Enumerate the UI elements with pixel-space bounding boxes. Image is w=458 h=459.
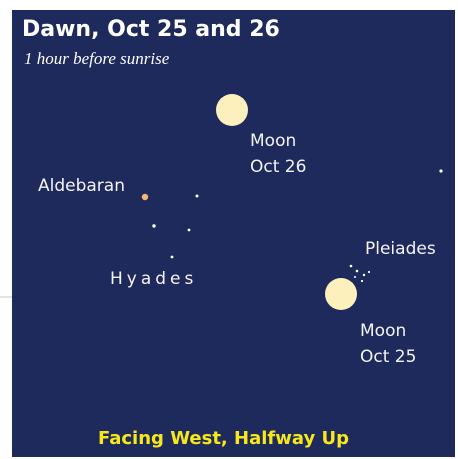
title: Dawn, Oct 25 and 26 bbox=[22, 17, 280, 42]
moon-label: Moon bbox=[360, 321, 406, 341]
moon-date: Oct 26 bbox=[250, 157, 306, 177]
moon bbox=[325, 278, 357, 310]
subtitle: 1 hour before sunrise bbox=[24, 49, 170, 68]
moon bbox=[216, 94, 248, 126]
star-label: Aldebaran bbox=[38, 176, 125, 196]
footer: Facing West, Halfway Up bbox=[98, 428, 349, 449]
moon-date: Oct 25 bbox=[360, 347, 416, 367]
cluster-label: Pleiades bbox=[365, 239, 436, 259]
cluster-label: Hyades bbox=[110, 269, 197, 289]
moon-label: Moon bbox=[250, 131, 296, 151]
star-aldebaran bbox=[142, 194, 148, 200]
sky-background bbox=[12, 10, 455, 457]
sky-chart: Dawn, Oct 25 and 26 1 hour before sunris… bbox=[0, 0, 458, 459]
